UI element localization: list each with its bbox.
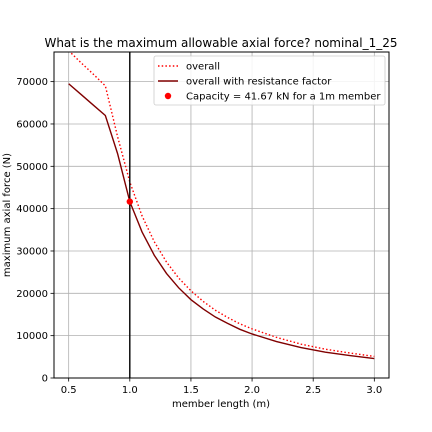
y-tick-label: 60000 bbox=[16, 119, 48, 130]
y-axis: 0 10000 20000 30000 40000 50000 60000 70000 bbox=[16, 77, 54, 385]
x-tick-label: 1.5 bbox=[183, 385, 199, 396]
legend: overall overall with resistance factor Cap… bbox=[153, 55, 386, 106]
y-tick-label: 10000 bbox=[16, 331, 48, 342]
x-tick-label: 2.0 bbox=[244, 385, 260, 396]
plot-area bbox=[68, 52, 375, 378]
plot-frame bbox=[53, 51, 390, 379]
y-tick-label: 20000 bbox=[16, 289, 48, 300]
y-tick-label: 30000 bbox=[16, 246, 48, 257]
legend-label: overall with resistance factor bbox=[186, 77, 332, 88]
legend-marker bbox=[164, 92, 172, 100]
x-tick-label: 2.5 bbox=[305, 385, 321, 396]
series-line-overall-with-resistance-factor bbox=[68, 83, 375, 360]
x-tick-label: 0.5 bbox=[61, 385, 77, 396]
y-axis-label: maximum axial force (N) bbox=[2, 153, 13, 277]
y-tick-label: 50000 bbox=[16, 162, 48, 173]
x-tick-label: 3.0 bbox=[366, 385, 382, 396]
y-tick-label: 0 bbox=[42, 374, 48, 385]
x-axis-label: member length (m) bbox=[172, 399, 270, 410]
y-tick-label: 40000 bbox=[16, 204, 48, 215]
plot-series bbox=[68, 52, 375, 378]
legend-label: Capacity = 41.67 kN for a 1m member bbox=[186, 92, 381, 103]
capacity-point bbox=[126, 198, 134, 205]
legend-box bbox=[153, 55, 386, 106]
chart-title: What is the maximum allowable axial forc… bbox=[44, 36, 397, 50]
x-tick-label: 1.0 bbox=[122, 385, 138, 396]
x-axis: 0.5 1.0 1.5 2.0 2.5 3.0 bbox=[61, 378, 382, 396]
y-tick-label: 70000 bbox=[16, 77, 48, 88]
legend-label: overall bbox=[186, 62, 220, 73]
